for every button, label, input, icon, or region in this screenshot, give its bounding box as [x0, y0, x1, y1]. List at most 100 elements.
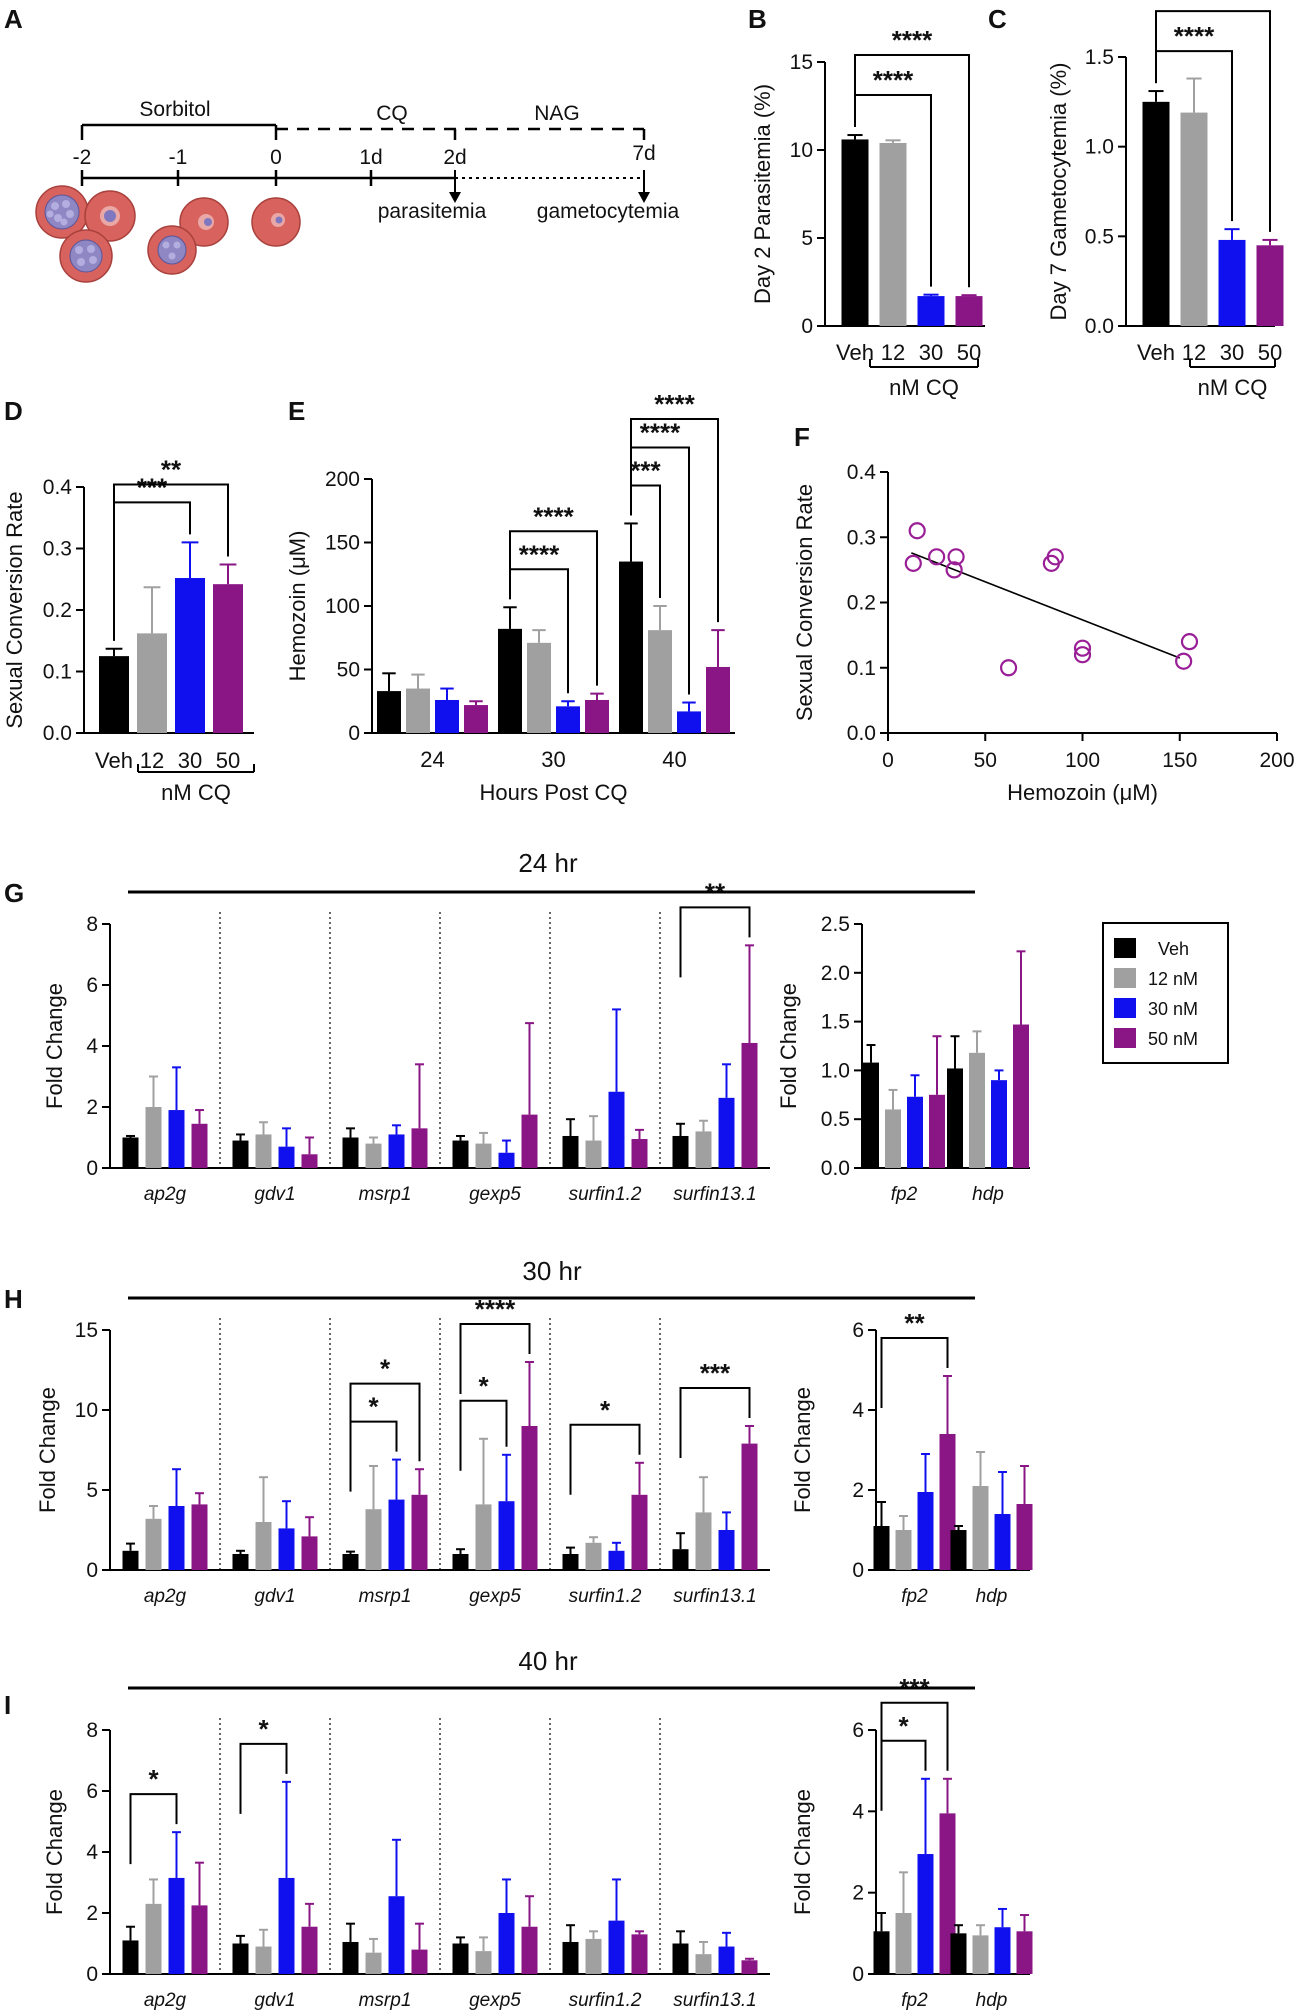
x-tick-label: 30: [178, 748, 202, 773]
bar: [895, 1530, 912, 1570]
significance-bracket: [569, 1423, 641, 1495]
significance-label: ****: [519, 539, 560, 569]
y-tick-label: 0: [86, 1559, 98, 1582]
x-tick-label: Veh: [836, 340, 874, 365]
panel-label-i: I: [4, 1690, 11, 1720]
y-tick-label: 1.0: [1085, 136, 1114, 159]
section-title-30hr: 30 hr: [522, 1256, 582, 1286]
significance-bracket: [113, 483, 229, 641]
y-tick-label: 5: [86, 1479, 98, 1502]
scatter-point: [1046, 548, 1064, 566]
y-tick-label: 0.4: [43, 476, 73, 499]
y-axis-title: Fold Change: [790, 1387, 815, 1513]
y-axis-title: Sexual Conversion Rate: [792, 484, 817, 721]
bar: [917, 296, 945, 326]
x-tick-label: ap2g: [144, 1184, 187, 1205]
bar: [498, 628, 522, 733]
significance-label: ****: [533, 501, 574, 531]
significance-bracket: [349, 1382, 421, 1462]
bar: [232, 1140, 249, 1168]
panel-label-d: D: [4, 396, 23, 426]
significance-label: ****: [873, 65, 914, 95]
bar: [972, 1486, 989, 1570]
significance-bracket: [880, 1337, 949, 1408]
x-tick-label: Veh: [1137, 340, 1175, 365]
legend-label-veh: Veh: [1158, 939, 1189, 959]
bar: [145, 1903, 162, 1974]
readout-parasitemia: parasitemia: [378, 200, 487, 223]
legend-label-50nm: 50 nM: [1148, 1029, 1198, 1049]
bar: [122, 1137, 139, 1168]
bar: [521, 1426, 538, 1570]
bar: [521, 1114, 538, 1168]
significance-bracket: [679, 1387, 751, 1458]
bar: [255, 1946, 272, 1974]
y-tick-label: 0.4: [847, 461, 877, 484]
y-tick-label: 0.0: [43, 722, 72, 745]
x-axis-title: Hemozoin (μM): [1007, 780, 1158, 805]
scatter-point: [1180, 633, 1199, 651]
y-tick-label: 8: [86, 1719, 98, 1742]
bar: [301, 1154, 318, 1168]
significance-label: ***: [137, 472, 168, 502]
bar: [863, 1062, 879, 1168]
bar: [672, 1135, 689, 1168]
panel-label-c: C: [988, 4, 1007, 34]
scatter-point: [908, 522, 926, 540]
y-tick-label: 0.0: [1085, 315, 1114, 338]
x-tick-label: fp2: [901, 1586, 928, 1607]
x-tick-label: 50: [216, 748, 240, 773]
bar: [1013, 1024, 1029, 1168]
chart-c-gametocytemia: 0.0 0.5 1.0 1.5 Day 7 Gametocytemia (%) Veh 12…: [1046, 0, 1284, 400]
timeline-tick-2d: 2d: [443, 146, 466, 169]
significance-bracket: [239, 1742, 288, 1814]
significance-label: ***: [630, 455, 661, 485]
bar: [917, 1854, 934, 1974]
bar: [585, 1938, 602, 1974]
y-tick-label: 2: [852, 1882, 864, 1905]
y-tick-label: 15: [75, 1319, 98, 1342]
y-tick-label: 0: [86, 1157, 98, 1180]
chart-i-left: 0 2 4 6 8 Fold Change ap2g gdv1 msrp1 gexp5 surfin…: [42, 1714, 770, 2011]
x-tick-label: 100: [1065, 749, 1100, 772]
y-tick-label: 0: [348, 722, 360, 745]
timeline-schematic: -2 -1 0 1d 2d 7d Sorbitol CQ NAG parasit…: [35, 98, 680, 283]
legend-label-12nm: 12 nM: [1148, 969, 1198, 989]
bar: [929, 1094, 945, 1168]
bar: [388, 1896, 405, 1974]
bar: [706, 666, 730, 733]
bar: [841, 139, 869, 326]
bar: [498, 1501, 515, 1570]
section-title-40hr: 40 hr: [518, 1646, 578, 1676]
bar: [585, 699, 609, 733]
bar: [907, 1096, 923, 1168]
bar: [991, 1080, 1007, 1168]
panel-label-h: H: [4, 1284, 23, 1314]
scatter-point: [1175, 652, 1193, 670]
significance-label: *: [478, 1371, 489, 1401]
bar: [608, 1091, 625, 1168]
bar: [191, 1123, 208, 1168]
bar: [255, 1522, 272, 1570]
panel-label-b: B: [748, 4, 767, 34]
bar: [879, 142, 907, 326]
x-tick-label: 30: [1220, 340, 1244, 365]
schizont-cell-icon: [147, 225, 197, 275]
x-tick-label: gexp5: [469, 1990, 521, 2011]
bar: [388, 1499, 405, 1570]
y-tick-label: 4: [852, 1399, 864, 1422]
y-tick-label: 10: [75, 1399, 98, 1422]
significance-label: *: [258, 1714, 269, 1744]
bar: [969, 1052, 985, 1168]
x-tick-label: gdv1: [254, 1586, 295, 1607]
significance-label: ****: [640, 417, 681, 447]
legend-swatch-30nm: [1114, 998, 1136, 1018]
y-tick-label: 10: [790, 139, 813, 162]
bar: [994, 1927, 1011, 1974]
y-tick-label: 100: [325, 595, 360, 618]
bar: [411, 1949, 428, 1974]
bar: [498, 1152, 515, 1168]
bar: [619, 561, 643, 733]
y-tick-label: 6: [86, 1780, 98, 1803]
